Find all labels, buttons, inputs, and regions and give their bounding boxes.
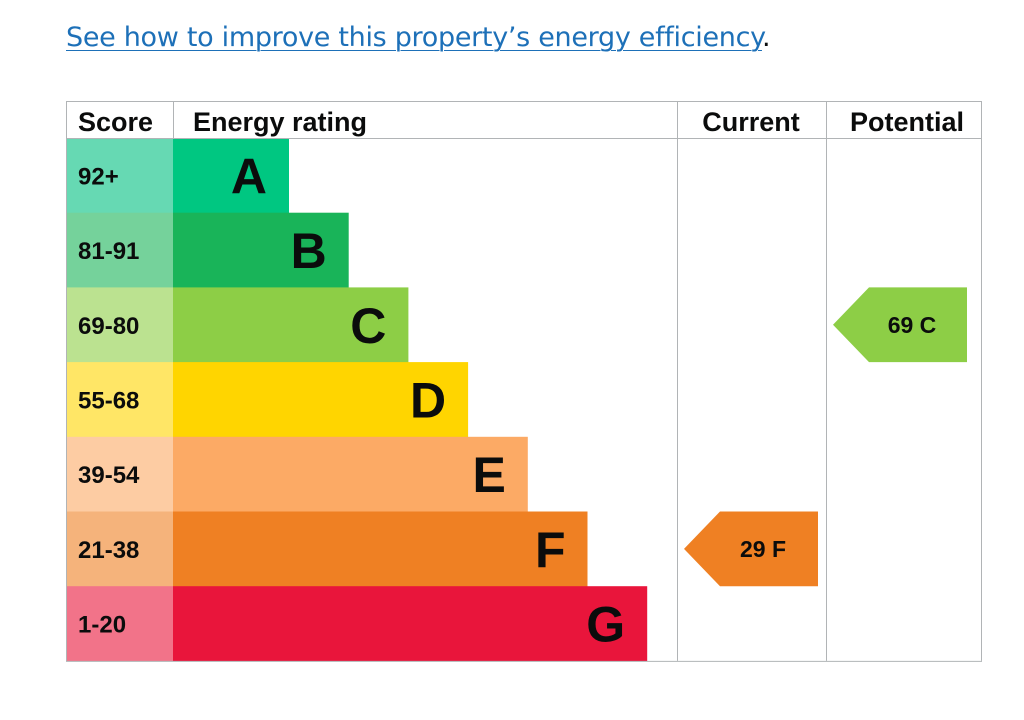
rating-letter-a: A [231, 148, 267, 204]
current-rating-label: 29 F [740, 536, 786, 562]
score-range-g: 1-20 [78, 612, 126, 639]
rating-bands: 92+ A 81-91 B 69-80 C 55-68 D 39-54 E 21-38 F 1-20 G [66, 138, 648, 662]
intro-text: See how to improve this property’s energ… [66, 18, 771, 58]
chart-grid-lines [66, 101, 982, 662]
header-current: Current [702, 107, 800, 137]
potential-rating-arrow [833, 287, 967, 363]
rating-bar-a [173, 138, 289, 214]
rating-bar-d [173, 362, 469, 438]
header-score: Score [78, 107, 153, 137]
rating-letter-d: D [410, 372, 446, 428]
rating-letter-g: G [586, 597, 625, 653]
score-range-e: 39-54 [78, 462, 140, 489]
score-cell-b [66, 212, 173, 288]
score-cell-f [66, 511, 173, 587]
rating-bar-e [173, 436, 528, 512]
chart-header: Score Energy rating Current Potential [78, 107, 964, 137]
score-range-a: 92+ [78, 163, 119, 190]
rating-bar-g [173, 586, 648, 662]
improve-efficiency-link[interactable]: See how to improve this property’s energ… [66, 22, 762, 53]
rating-letter-f: F [535, 522, 566, 578]
rating-letter-c: C [350, 298, 386, 354]
rating-bar-b [173, 212, 349, 288]
rating-bar-f [173, 511, 588, 587]
header-energy-rating: Energy rating [193, 107, 367, 137]
header-potential: Potential [850, 107, 964, 137]
score-cell-d [66, 362, 173, 438]
score-range-d: 55-68 [78, 387, 139, 414]
score-range-b: 81-91 [78, 238, 139, 265]
rating-letter-e: E [472, 447, 505, 503]
current-rating-arrow [684, 511, 818, 587]
potential-rating-label: 69 C [888, 312, 937, 338]
rating-bar-c [173, 287, 409, 363]
score-cell-e [66, 436, 173, 512]
score-range-f: 21-38 [78, 537, 139, 564]
score-cell-a [66, 138, 173, 214]
rating-indicators: 29 F 69 C [684, 287, 967, 587]
score-cell-g [66, 586, 173, 662]
rating-letter-b: B [291, 223, 327, 279]
score-cell-c [66, 287, 173, 363]
score-range-c: 69-80 [78, 313, 139, 340]
intro-trailing-punctuation: . [761, 22, 771, 53]
